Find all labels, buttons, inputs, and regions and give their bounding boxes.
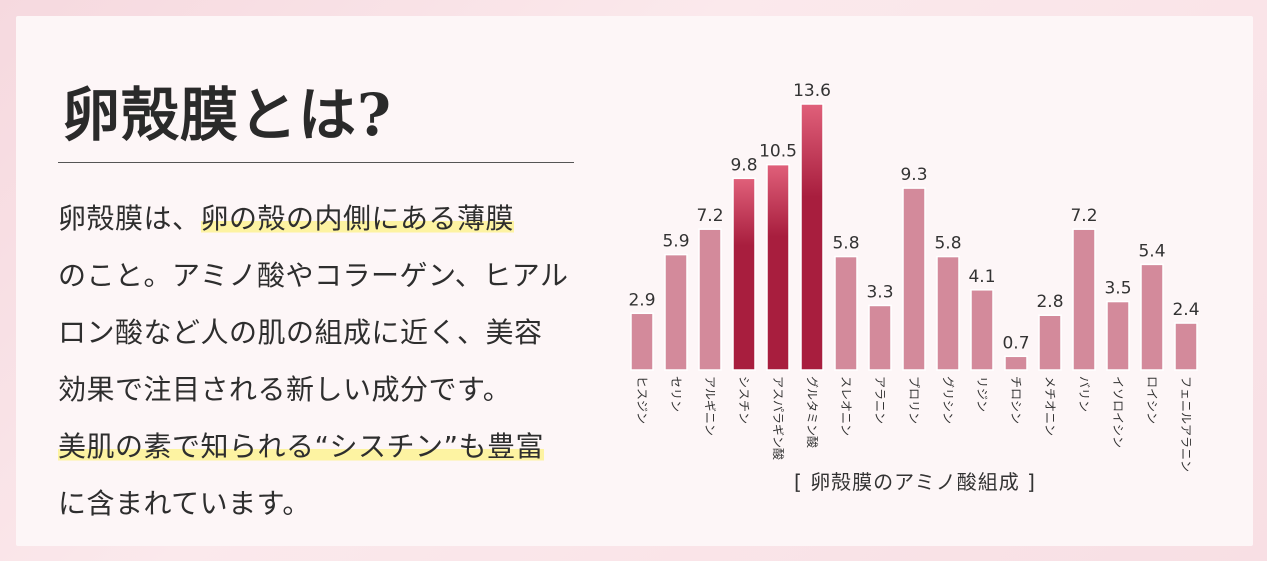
category-label-12: チロシン [1009, 376, 1023, 424]
value-label-5: 10.5 [759, 142, 797, 162]
category-label-11: リジン [975, 376, 989, 412]
category-label-6: グルタミン酸 [805, 376, 820, 448]
category-label-15: イソロイシン [1111, 376, 1125, 448]
page-title: 卵殻膜とは? [62, 81, 392, 149]
value-label-6: 13.6 [793, 81, 831, 101]
highlighted-text: 卵の殻の内側にある薄膜 [200, 202, 515, 235]
value-label-13: 2.8 [1036, 292, 1063, 312]
bar-8 [868, 304, 892, 371]
bar-5 [766, 163, 790, 371]
chart-value-labels: 2.9 5.9 7.2 9.810.5 13.6 5.8 3.3 9.3 5.8 4.1 0.7 2.… [628, 81, 1199, 353]
value-label-8: 3.3 [866, 282, 893, 302]
value-label-10: 5.8 [934, 234, 961, 254]
bar-9 [902, 187, 926, 371]
description-line: 美肌の素で知られる“シスチン”も豊富 [58, 418, 598, 475]
text-segment: に含まれています。 [58, 487, 311, 520]
bar-15 [1106, 300, 1130, 371]
bar-13 [1038, 314, 1062, 371]
amino-acid-bar-chart: 2.9 5.9 7.2 9.810.5 13.6 5.8 3.3 9.3 5.8 4.1 0.7 2.… [628, 81, 1199, 472]
value-label-7: 5.8 [832, 234, 859, 254]
bar-17 [1174, 322, 1198, 371]
category-label-16: ロイシン [1145, 376, 1159, 424]
bar-1 [630, 312, 654, 371]
value-label-12: 0.7 [1002, 333, 1029, 353]
text-segment: 卵殻膜は、 [58, 202, 201, 235]
category-label-2: セリン [669, 376, 683, 412]
text-segment: のこと。アミノ酸やコラーゲン、ヒアル [58, 259, 569, 292]
bar-16 [1140, 263, 1164, 371]
description-line: のこと。アミノ酸やコラーゲン、ヒアル [58, 247, 598, 304]
text-segment: 効果で注目される新しい成分です。 [58, 373, 512, 406]
chart-bars [630, 103, 1198, 371]
category-label-3: アルギニン [703, 376, 717, 436]
caption-bracket-close: ] [1027, 470, 1036, 494]
category-label-17: フェニルアラニン [1179, 376, 1193, 472]
bar-12 [1004, 355, 1028, 371]
bar-2 [664, 253, 688, 371]
bar-3 [698, 228, 722, 371]
value-label-3: 7.2 [696, 206, 723, 226]
value-label-11: 4.1 [968, 267, 995, 287]
category-label-1: ヒスジン [635, 376, 649, 424]
description-line: 卵殻膜は、卵の殻の内側にある薄膜 [58, 190, 598, 247]
value-label-2: 5.9 [662, 232, 689, 252]
bar-7 [834, 255, 858, 371]
description-line: 効果で注目される新しい成分です。 [58, 361, 598, 418]
highlighted-text: 美肌の素で知られる“シスチン”も豊富 [58, 430, 545, 463]
value-label-15: 3.5 [1104, 279, 1131, 299]
value-label-17: 2.4 [1172, 300, 1199, 320]
description-text: 卵殻膜は、卵の殻の内側にある薄膜 のこと。アミノ酸やコラーゲン、ヒアル ロン酸な… [58, 190, 598, 532]
text-segment: ロン酸など人の肌の組成に近く、美容 [58, 316, 543, 349]
category-label-8: アラニン [873, 376, 887, 424]
category-label-10: グリシン [941, 376, 955, 424]
category-label-13: メチオニン [1043, 376, 1057, 436]
value-label-1: 2.9 [628, 290, 655, 310]
category-label-9: プロリン [907, 376, 921, 424]
description-line: に含まれています。 [58, 475, 598, 532]
category-label-4: シスチン [737, 376, 751, 424]
chart-title: 卵殻膜のアミノ酸組成 [810, 470, 1020, 494]
category-label-14: バリン [1077, 376, 1091, 412]
description-line: ロン酸など人の肌の組成に近く、美容 [58, 304, 598, 361]
category-label-7: スレオニン [839, 376, 853, 436]
chart-caption: [ 卵殻膜のアミノ酸組成 ] [772, 466, 1058, 495]
value-label-16: 5.4 [1138, 241, 1165, 261]
value-label-14: 7.2 [1070, 206, 1097, 226]
bar-4 [732, 177, 756, 371]
bar-6 [800, 103, 824, 371]
caption-bracket-open: [ [794, 470, 803, 494]
bar-11 [970, 289, 994, 371]
value-label-9: 9.3 [900, 165, 927, 185]
bar-10 [936, 255, 960, 371]
value-label-4: 9.8 [730, 155, 757, 175]
chart-category-labels: ヒスジン セリン アルギニン シスチン アスパラギン酸 グルタミン酸 スレオニン アラニン プロ… [635, 376, 1193, 472]
category-label-5: アスパラギン酸 [771, 376, 786, 460]
bar-14 [1072, 228, 1096, 371]
title-divider [58, 162, 574, 163]
